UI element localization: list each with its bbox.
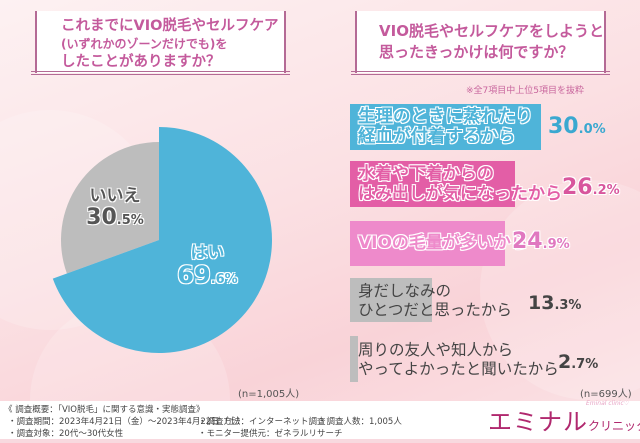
- survey-count: ・調査人数：1,005人: [318, 417, 402, 427]
- survey-target: ・調査対象：20代～30代女性: [8, 429, 124, 439]
- survey-period: ・調査期間：2023年4月21日（金）～2023年4月22日（土）: [8, 417, 246, 427]
- bar-4-label: 身だしなみの ひとつだと思ったから: [358, 282, 512, 319]
- pie-slice-no: [60, 142, 159, 274]
- brand-logo: エミナルクリニック Eminal clinic♡: [488, 400, 640, 437]
- bar-1-value: 30.0%: [548, 114, 606, 139]
- pie-label-yes: はい 69.6%: [170, 243, 245, 289]
- survey-provider: ・モニター提供元：ゼネラルリサーチ: [198, 429, 343, 439]
- pie-chart: [52, 127, 273, 353]
- bar-1-label: 生理のときに蒸れたり 経血が付着するから: [358, 107, 533, 147]
- footer-bottom-strip: [0, 439, 640, 443]
- pie-label-no: いいえ 30.5%: [80, 186, 150, 230]
- bar-5: [350, 336, 358, 382]
- bar-5-label: 周りの友人や知人から やってよかったと聞いたから: [358, 341, 559, 378]
- bar-3-label: VIOの毛量が多いから: [358, 233, 528, 253]
- title-line: 思ったきっかけは何ですか？: [379, 43, 574, 61]
- left-question-title: これまでにVIO脱毛やセルフケア (いずれかのゾーンだけでも)を したことがあり…: [31, 11, 290, 75]
- brand-sub: クリニック: [588, 419, 640, 433]
- brand-script: Eminal clinic♡: [586, 400, 630, 407]
- pie-label-yes-value: 69.6%: [177, 260, 238, 289]
- title-rule: [31, 74, 290, 75]
- pie-label-no-value: 30.5%: [86, 204, 144, 230]
- pie-label-no-text: いいえ: [89, 186, 141, 206]
- bar-1: [350, 104, 541, 150]
- bar-2-label: 水着や下着からの はみ出しが気になったから: [358, 164, 562, 204]
- left-sample-size: (n=1,005人): [238, 389, 300, 400]
- brand-name: エミナル: [488, 408, 588, 436]
- title-rule: [31, 71, 290, 72]
- bar-3: [350, 221, 505, 266]
- bar-4-value: 13.3%: [528, 292, 582, 314]
- pie-label-yes-text: はい: [190, 243, 225, 263]
- subset-note: ※全7項目中上位5項目を抜粋: [466, 86, 584, 96]
- right-question-title: VIO脱毛やセルフケアをしようと 思ったきっかけは何ですか？: [351, 11, 610, 75]
- pie-slice-yes: [52, 127, 273, 353]
- bar-3-value: 24.9%: [512, 229, 570, 254]
- bar-4: [350, 278, 432, 322]
- title-line: (いずれかのゾーンだけでも)を: [61, 37, 228, 51]
- title-line: これまでにVIO脱毛やセルフケア: [61, 18, 279, 34]
- bar-5-value: 2.7%: [558, 351, 599, 373]
- title-rule: [351, 74, 610, 75]
- title-line: したことがありますか？: [61, 54, 221, 70]
- survey-footer: 《 調査概要：「VIO脱毛」に関する意識・実態調査》 ・調査期間：2023年4月…: [0, 400, 640, 439]
- bar-2-value: 26.2%: [562, 175, 620, 200]
- title-rule: [351, 71, 610, 72]
- survey-method: ・調査方法：インターネット調査: [198, 417, 326, 427]
- title-line: VIO脱毛やセルフケアをしようと: [379, 22, 604, 40]
- right-sample-size: (n=699人): [580, 389, 632, 400]
- survey-heading: 《 調査概要：「VIO脱毛」に関する意識・実態調査》: [4, 405, 205, 415]
- bar-2: [350, 161, 515, 207]
